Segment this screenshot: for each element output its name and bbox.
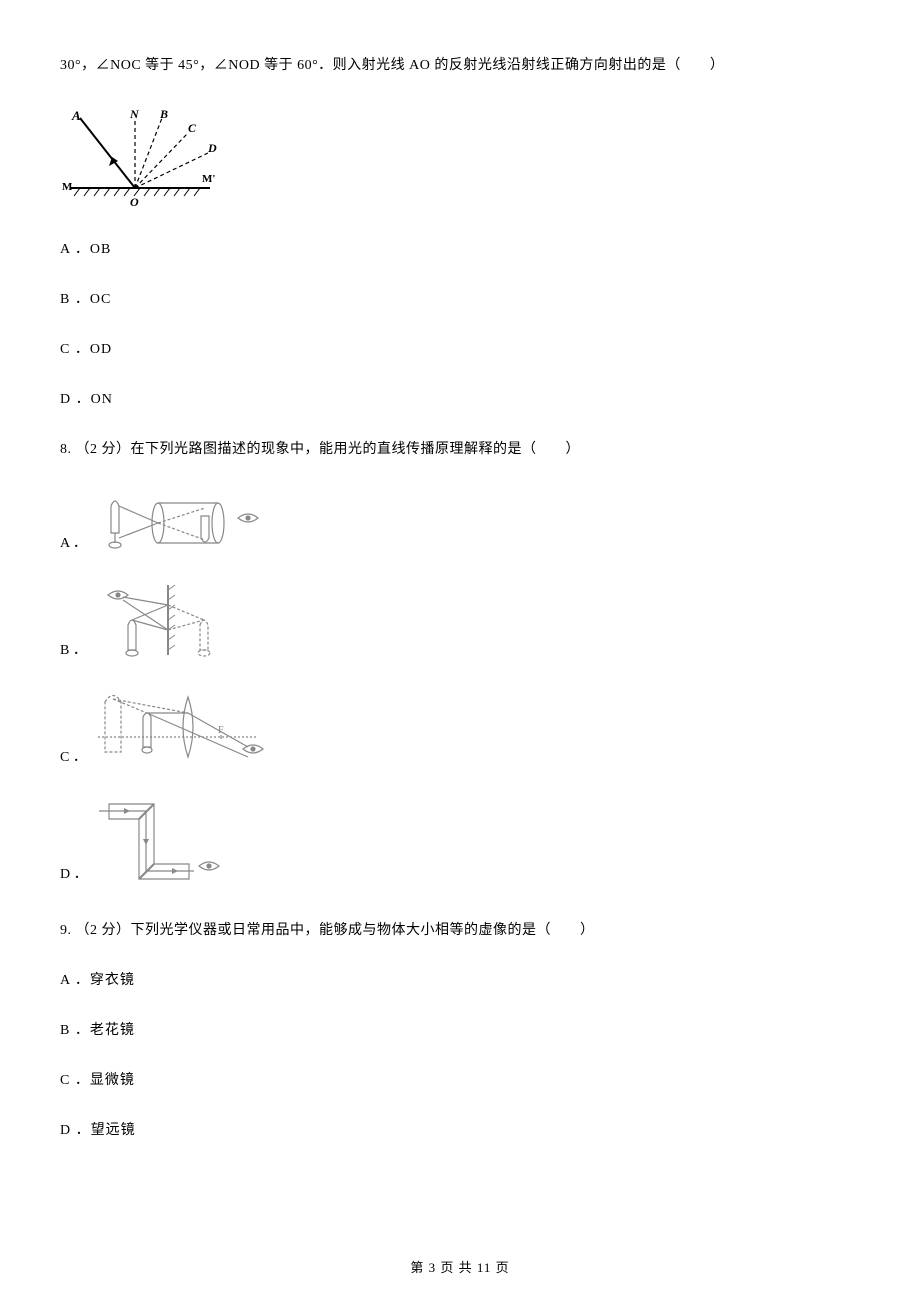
q8-option-c-label: C ． (60, 746, 87, 772)
q7-option-c: C ．OD (60, 338, 860, 358)
label-O: O (130, 195, 139, 208)
label-D: D (207, 141, 217, 155)
mirror-reflection-icon (93, 580, 253, 665)
pinhole-camera-icon (93, 488, 263, 558)
q8-option-b-label: B ． (60, 639, 87, 665)
label-A: A (71, 108, 81, 123)
q9-option-d: D ．望远镜 (60, 1119, 860, 1139)
q7-option-a: A ．OB (60, 238, 860, 258)
label-M: M (62, 181, 73, 193)
q8-text: 8. （2 分）在下列光路图描述的现象中，能用光的直线传播原理解释的是（ ） (60, 438, 860, 458)
page-footer: 第 3 页 共 11 页 (0, 1257, 920, 1276)
q8-option-d-label: D ． (60, 863, 88, 889)
label-B: B (159, 108, 168, 121)
q7-diagram: A N B C D M M' O (60, 108, 860, 208)
q9-option-c: C ．显微镜 (60, 1069, 860, 1089)
q9-option-b: B ．老花镜 (60, 1019, 860, 1039)
q8-option-b: B ． (60, 580, 860, 665)
q9-text: 9. （2 分）下列光学仪器或日常用品中，能够成与物体大小相等的虚像的是（ ） (60, 919, 860, 939)
convex-lens-icon: F (93, 687, 268, 772)
label-M2: M' (202, 173, 215, 185)
q9-option-a: A ．穿衣镜 (60, 969, 860, 989)
q8-option-d: D ． (60, 794, 860, 889)
q7-option-b: B ．OC (60, 288, 860, 308)
label-C: C (188, 121, 197, 135)
q8-option-c: C ． F (60, 687, 860, 772)
q8-option-a-label: A ． (60, 532, 87, 558)
periscope-icon (94, 794, 229, 889)
q8-option-a: A ． (60, 488, 860, 558)
q7-option-d: D ．ON (60, 388, 860, 408)
label-N: N (129, 108, 140, 121)
q7-intro-text: 30°，∠NOC 等于 45°，∠NOD 等于 60°．则入射光线 AO 的反射… (60, 56, 860, 76)
